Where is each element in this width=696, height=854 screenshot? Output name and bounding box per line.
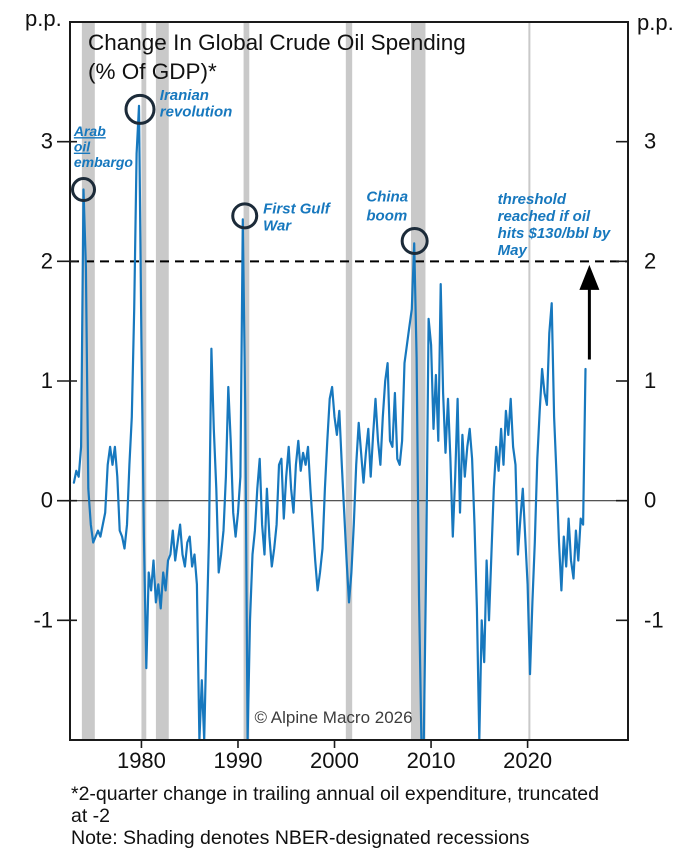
- recession-band: [155, 22, 169, 740]
- threshold-note-label: threshold reached if oil hits $130/bbl by M…: [498, 191, 611, 259]
- x-tick-label: 1980: [117, 748, 166, 773]
- chart-title-line1: Change In Global Crude Oil Spending: [88, 30, 466, 55]
- iranian-revolution-label: Iranian revolution: [160, 87, 233, 121]
- y-tick-label-left: 0: [41, 488, 53, 513]
- china-boom-label: China boom: [366, 189, 408, 225]
- recession-band: [410, 22, 426, 740]
- arab-oil-embargo-label: Arab oil embargo: [73, 123, 134, 170]
- y-tick-label-right: -1: [644, 607, 664, 632]
- y-tick-label-left: 2: [41, 248, 53, 273]
- copyright-text: © Alpine Macro 2026: [255, 708, 413, 727]
- y-axis-unit-left: p.p.: [25, 6, 62, 31]
- recession-band: [528, 22, 531, 740]
- footnote-line2: at -2: [71, 805, 111, 827]
- footnote-line3: Note: Shading denotes NBER-designated re…: [71, 827, 530, 849]
- y-axis-unit-right: p.p.: [637, 10, 674, 35]
- y-tick-label-left: -1: [33, 607, 53, 632]
- first-gulf-war-circle: [231, 202, 259, 230]
- footnotes: *2-quarter change in trailing annual oil…: [71, 783, 599, 849]
- first-gulf-war-label: First Gulf War: [263, 201, 332, 235]
- iranian-revolution-circle: [124, 93, 156, 125]
- recession-band: [243, 22, 250, 740]
- recession-band: [345, 22, 353, 740]
- y-tick-label-right: 2: [644, 248, 656, 273]
- x-tick-label: 2000: [310, 748, 359, 773]
- x-tick-label: 2020: [503, 748, 552, 773]
- arab-oil-embargo-circle: [71, 177, 97, 203]
- y-tick-label-left: 1: [41, 368, 53, 393]
- y-tick-label-right: 1: [644, 368, 656, 393]
- recession-band: [141, 22, 147, 740]
- x-tick-label: 2010: [407, 748, 456, 773]
- y-tick-label-left: 3: [41, 129, 53, 154]
- y-tick-label-right: 3: [644, 129, 656, 154]
- chart-title: Change In Global Crude Oil Spending (% O…: [88, 28, 466, 86]
- footnote-line1: *2-quarter change in trailing annual oil…: [71, 783, 599, 805]
- projection-arrow-head: [579, 264, 600, 290]
- china-boom-circle: [400, 226, 429, 255]
- y-tick-label-right: 0: [644, 488, 656, 513]
- series-line: [72, 104, 587, 740]
- chart-title-line2: (% Of GDP)*: [88, 59, 217, 84]
- x-tick-label: 1990: [214, 748, 263, 773]
